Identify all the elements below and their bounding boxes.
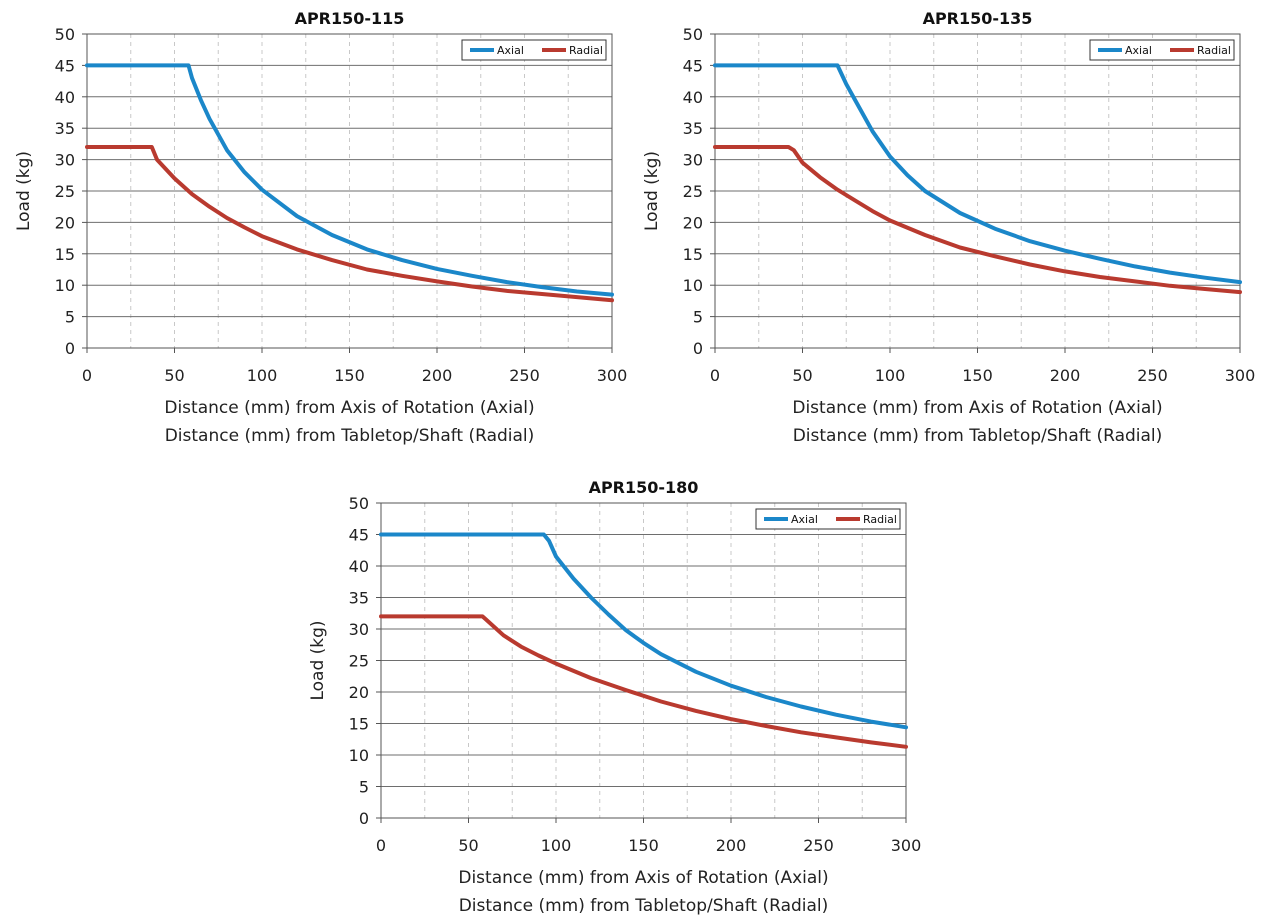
y-tick-label: 30 <box>349 620 369 639</box>
legend-label: Axial <box>497 44 524 57</box>
legend-box <box>1089 39 1235 61</box>
y-tick-label: 5 <box>359 778 369 797</box>
x-tick-label: 300 <box>597 366 628 385</box>
y-tick-label: 10 <box>683 276 703 295</box>
x-axis-label: Distance (mm) from Tabletop/Shaft (Radia… <box>793 426 1163 446</box>
legend-box <box>755 508 901 530</box>
x-tick-label: 200 <box>422 366 453 385</box>
chart-title: APR150-180 <box>589 478 699 497</box>
series-line-radial <box>713 145 1242 295</box>
series-line-radial <box>85 145 614 303</box>
series-line-axial <box>379 532 908 730</box>
chart-title: APR150-115 <box>295 9 405 28</box>
x-tick-label: 100 <box>541 836 572 855</box>
x-tick-label: 200 <box>716 836 747 855</box>
legend-box <box>461 39 607 61</box>
x-tick-label: 250 <box>1137 366 1168 385</box>
y-tick-label: 15 <box>55 245 75 264</box>
series-line-axial <box>85 63 614 297</box>
y-tick-label: 45 <box>683 56 703 75</box>
x-tick-label: 0 <box>376 836 386 855</box>
x-tick-label: 150 <box>962 366 993 385</box>
x-axis-label: Distance (mm) from Axis of Rotation (Axi… <box>164 398 534 418</box>
y-tick-label: 25 <box>683 182 703 201</box>
x-axis-label: Distance (mm) from Tabletop/Shaft (Radia… <box>165 426 535 446</box>
x-tick-label: 100 <box>875 366 906 385</box>
y-axis-label: Load (kg) <box>642 151 662 231</box>
y-tick-label: 15 <box>349 715 369 734</box>
y-tick-label: 30 <box>55 151 75 170</box>
y-tick-label: 5 <box>693 308 703 327</box>
y-tick-label: 45 <box>349 526 369 545</box>
y-tick-label: 35 <box>683 119 703 138</box>
x-tick-label: 150 <box>334 366 365 385</box>
y-tick-label: 0 <box>359 809 369 828</box>
y-axis-label: Load (kg) <box>308 620 328 700</box>
y-tick-label: 25 <box>55 182 75 201</box>
x-axis-label: Distance (mm) from Axis of Rotation (Axi… <box>792 398 1162 418</box>
x-tick-label: 250 <box>509 366 540 385</box>
x-tick-label: 50 <box>164 366 184 385</box>
y-tick-label: 40 <box>683 88 703 107</box>
y-tick-label: 50 <box>55 25 75 44</box>
legend-label: Axial <box>1125 44 1152 57</box>
y-tick-label: 0 <box>65 339 75 358</box>
x-tick-label: 0 <box>82 366 92 385</box>
x-tick-label: 250 <box>803 836 834 855</box>
legend: Axial Radial <box>755 508 901 530</box>
y-tick-label: 5 <box>65 308 75 327</box>
legend-label: Radial <box>1197 44 1231 57</box>
series-line-axial <box>713 63 1242 285</box>
y-tick-label: 35 <box>349 589 369 608</box>
chart-title: APR150-135 <box>923 9 1033 28</box>
y-tick-label: 20 <box>683 213 703 232</box>
y-tick-label: 30 <box>683 151 703 170</box>
x-tick-label: 0 <box>710 366 720 385</box>
legend-label: Radial <box>569 44 603 57</box>
x-tick-label: 300 <box>1225 366 1256 385</box>
x-tick-label: 150 <box>628 836 659 855</box>
x-tick-label: 300 <box>891 836 922 855</box>
legend: Axial Radial <box>461 39 607 61</box>
y-tick-label: 20 <box>349 683 369 702</box>
chart-2: 0 5 10 15 20 25 30 35 40 45 50 0 50 100 150 200 250 300 AP… <box>642 9 1255 446</box>
y-tick-label: 40 <box>55 88 75 107</box>
y-tick-label: 20 <box>55 213 75 232</box>
chart-1: 0 5 10 15 20 25 30 35 40 45 50 0 50 100 150 200 250 300 AP… <box>14 9 627 446</box>
legend-label: Axial <box>791 513 818 526</box>
series-line-radial <box>379 614 908 749</box>
y-tick-label: 15 <box>683 245 703 264</box>
x-axis-label: Distance (mm) from Tabletop/Shaft (Radia… <box>459 896 829 916</box>
x-tick-label: 50 <box>458 836 478 855</box>
legend-label: Radial <box>863 513 897 526</box>
y-tick-label: 10 <box>349 746 369 765</box>
y-tick-label: 0 <box>693 339 703 358</box>
x-axis-label: Distance (mm) from Axis of Rotation (Axi… <box>458 868 828 888</box>
legend: Axial Radial <box>1089 39 1235 61</box>
y-tick-label: 45 <box>55 56 75 75</box>
y-tick-label: 50 <box>683 25 703 44</box>
y-tick-label: 40 <box>349 557 369 576</box>
x-tick-label: 200 <box>1050 366 1081 385</box>
x-tick-label: 50 <box>792 366 812 385</box>
y-tick-label: 25 <box>349 652 369 671</box>
y-tick-label: 10 <box>55 276 75 295</box>
chart-3: 0 5 10 15 20 25 30 35 40 45 50 0 50 100 150 200 250 300 AP… <box>308 478 921 916</box>
y-tick-label: 35 <box>55 119 75 138</box>
x-tick-label: 100 <box>247 366 278 385</box>
y-axis-label: Load (kg) <box>14 151 34 231</box>
y-tick-label: 50 <box>349 494 369 513</box>
